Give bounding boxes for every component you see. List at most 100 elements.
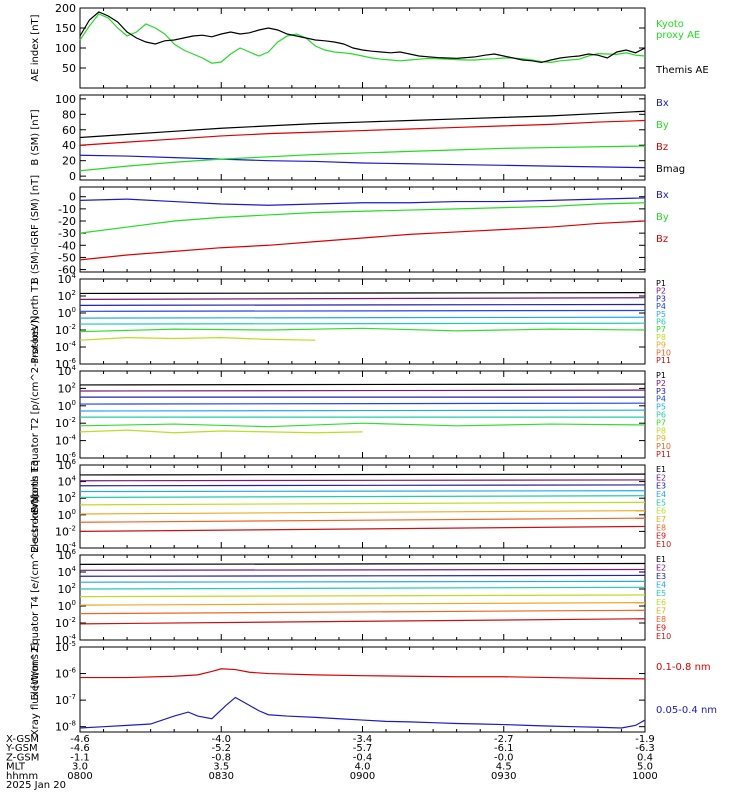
ephemeris-value: 0830: [209, 771, 234, 782]
panel-en: 10-4 10-2 100 102 104 106 Electrons North T3 E1…: [30, 458, 671, 555]
y-tick-label: 10-6: [55, 451, 77, 465]
ephemeris-value: 0800: [67, 771, 92, 782]
series-line-e1: [79, 473, 646, 476]
ephemeris-value: -2.7: [494, 734, 514, 745]
legend-entry: P11: [656, 450, 671, 459]
panel-frame: [79, 7, 646, 89]
y-tick-label: 106: [58, 548, 77, 562]
panel-frame: [79, 464, 646, 549]
y-tick-label: 10-4: [55, 541, 77, 555]
series-line-bz: [79, 220, 646, 261]
y-tick-label: 10-2: [55, 524, 76, 538]
series-line-kyoto-proxy-ae: [79, 13, 646, 64]
ephemeris-value: 5.0: [637, 762, 653, 773]
series-line-0-1-0-8-nm: [80, 668, 646, 680]
y-tick-label: 100: [58, 399, 76, 413]
panel-ee: 10-4 10-2 100 102 104 106 Electrons Equator T4…: [30, 495, 671, 701]
y-tick-label: 100: [55, 93, 76, 106]
series-line-e7: [79, 510, 646, 515]
legend-entry: P8: [656, 333, 666, 342]
ephemeris-row-label: Y-GSM: [5, 743, 38, 754]
ephemeris-value: -6.3: [635, 743, 655, 754]
y-tick-label: 10-2: [55, 416, 76, 430]
series-line-e3: [79, 484, 646, 487]
y-tick-label: 102: [58, 289, 76, 303]
y-tick-label: 150: [55, 22, 76, 35]
series-line-p1: [79, 383, 646, 386]
ephemeris-value: -0.8: [211, 752, 231, 763]
panel-xray: 10-8 10-7 10-6 10-5 Xray flux [W/m^2] 0.1-0.8…: [30, 640, 717, 736]
legend-entry: E5: [656, 498, 666, 507]
legend-entry: P10: [656, 442, 671, 451]
y-tick-label: 106: [58, 458, 77, 472]
y-tick-label: 0: [69, 191, 76, 204]
legend-entry: P4: [656, 302, 666, 311]
ephemeris-value: -0.4: [353, 752, 373, 763]
series-line-bmag: [79, 110, 646, 139]
series-line-p7: [79, 327, 646, 333]
y-tick-label: 10-4: [55, 434, 77, 448]
series-line-bx: [79, 197, 646, 206]
legend-entry: P3: [656, 294, 666, 303]
ephemeris-value: -1.1: [70, 752, 90, 763]
legend-entry: P10: [656, 348, 671, 357]
ephemeris-value: 1000: [632, 771, 657, 782]
legend-entry: E1: [656, 465, 666, 474]
time-axis-footer: X-GSMY-GSMZ-GSMMLThhmm-4.6-4.6-1.13.0080…: [5, 734, 658, 791]
legend-entry: P2: [656, 379, 666, 388]
panel-bigrf: 0-10-20-30-40-50-60 B (SM)-IGRF (SM) [nT]…: [30, 175, 669, 284]
y-tick-label: 10-6: [55, 357, 77, 371]
y-axis-label: B (SM)-IGRF (SM) [nT]: [30, 175, 41, 284]
series-line-p8: [79, 337, 316, 341]
legend-entry: P1: [656, 279, 666, 288]
ephemeris-row-label: Z-GSM: [6, 752, 39, 763]
y-tick-label: 10-7: [55, 693, 76, 707]
series-line-by: [79, 202, 646, 234]
ephemeris-value: -3.4: [353, 734, 373, 745]
series-line-p4: [79, 402, 646, 405]
legend-entry: E2: [656, 564, 666, 573]
ephemeris-row-label: hhmm: [6, 771, 38, 782]
legend-entry: E3: [656, 482, 666, 491]
y-tick-label: 0: [69, 170, 76, 183]
legend-entry: E3: [656, 572, 666, 581]
ephemeris-row-label: MLT: [6, 762, 26, 773]
legend-entry: P6: [656, 318, 666, 327]
legend-entry: E6: [656, 507, 666, 516]
y-axis-label: Protons Equator T2 [p/(cm^2-s-sr-keV)]: [30, 316, 41, 513]
y-tick-label: 10-6: [55, 667, 77, 681]
series-line-p2: [79, 389, 646, 392]
legend-entry: P7: [656, 325, 666, 334]
legend-entry: E7: [656, 606, 666, 615]
legend-entry: P3: [656, 387, 666, 396]
y-axis-label: Electrons Equator T4 [e/(cm^2-s-sr-keV)]: [30, 495, 41, 701]
ephemeris-value: -6.1: [494, 743, 514, 754]
y-tick-label: 10-4: [55, 340, 77, 354]
legend-entry: 0.1-0.8 nm: [656, 662, 711, 673]
y-tick-label: 60: [62, 124, 76, 137]
series-line-bx: [79, 154, 646, 169]
legend-entry: Bmag: [656, 164, 685, 175]
y-tick-label: -60: [58, 264, 76, 277]
y-tick-label: 10-8: [55, 720, 76, 734]
ephemeris-value: -5.2: [211, 743, 231, 754]
series-line-e5: [79, 586, 646, 590]
legend-entry: P11: [656, 356, 671, 365]
ephemeris-value: 0.4: [637, 752, 653, 763]
series-line-e2: [79, 568, 646, 571]
legend-entry: E10: [656, 540, 671, 549]
series-line-p3: [79, 303, 646, 306]
y-tick-label: 104: [58, 272, 77, 286]
y-tick-label: 100: [55, 42, 76, 55]
legend-entry: E4: [656, 581, 666, 590]
y-tick-label: -50: [58, 251, 76, 264]
y-axis-label: Xray flux [W/m^2]: [30, 643, 41, 737]
legend-entry: P5: [656, 310, 666, 319]
y-tick-label: 50: [62, 62, 76, 75]
series-line-p1: [79, 292, 646, 295]
y-tick-label: 102: [58, 381, 76, 395]
series-line-p7: [79, 422, 646, 428]
ephemeris-value: 0930: [491, 771, 516, 782]
ephemeris-row-label: X-GSM: [6, 734, 39, 745]
